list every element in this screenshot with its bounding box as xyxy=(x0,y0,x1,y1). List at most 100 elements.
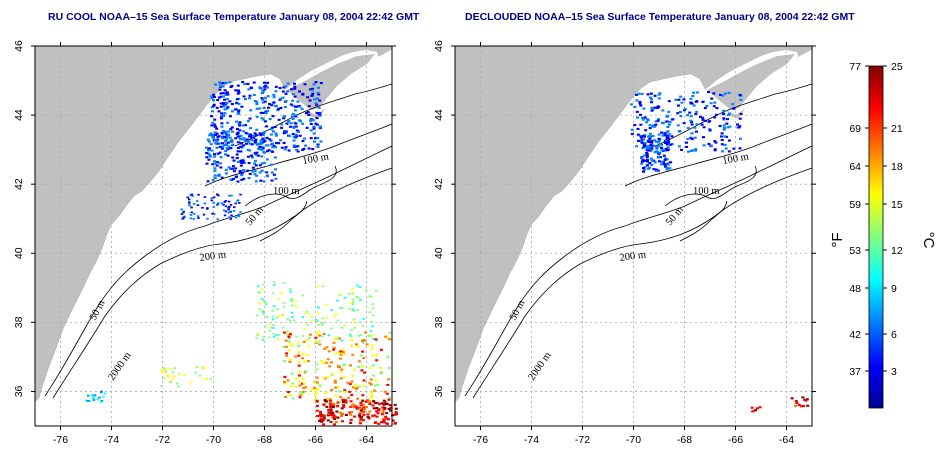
sst-pixel xyxy=(326,414,330,417)
sst-pixel xyxy=(674,98,678,101)
sst-pixel xyxy=(289,333,292,336)
sst-pixel xyxy=(292,144,296,147)
sst-pixel xyxy=(795,401,799,404)
sst-pixel xyxy=(272,324,275,327)
sst-pixel xyxy=(316,145,320,148)
sst-pixel xyxy=(250,139,254,142)
sst-pixel xyxy=(276,337,280,340)
sst-pixel xyxy=(230,194,233,197)
sst-pixel xyxy=(325,316,328,319)
sst-pixel xyxy=(370,396,374,399)
sst-pixel xyxy=(660,143,664,146)
sst-pixel xyxy=(362,379,366,382)
sst-pixel xyxy=(237,112,241,115)
sst-pixel xyxy=(668,133,672,136)
sst-pixel xyxy=(96,398,99,401)
sst-pixel xyxy=(210,124,214,127)
sst-pixel xyxy=(319,418,323,421)
sst-pixel xyxy=(256,142,260,145)
sst-pixel xyxy=(388,338,392,341)
sst-pixel xyxy=(646,139,650,142)
sst-pixel xyxy=(374,379,378,382)
sst-pixel xyxy=(216,161,220,164)
sst-pixel xyxy=(253,173,257,176)
sst-pixel xyxy=(252,93,256,96)
sst-pixel xyxy=(294,305,298,308)
sst-pixel xyxy=(334,352,338,355)
sst-pixel xyxy=(263,81,266,84)
sst-pixel xyxy=(315,400,319,403)
sst-pixel xyxy=(689,115,693,118)
lat-tick-label: 46 xyxy=(433,40,445,52)
sst-pixel xyxy=(306,354,310,357)
sst-pixel xyxy=(219,117,223,120)
sst-pixel xyxy=(257,302,261,305)
sst-pixel xyxy=(163,369,166,371)
sst-pixel xyxy=(676,112,680,115)
sst-pixel xyxy=(237,91,241,94)
sst-pixel xyxy=(318,112,322,115)
sst-pixel xyxy=(305,339,309,342)
sst-pixel xyxy=(642,170,645,173)
sst-pixel xyxy=(342,375,346,378)
nova-scotia xyxy=(707,54,795,110)
sst-pixel xyxy=(277,107,281,110)
sst-pixel xyxy=(705,104,709,107)
sst-pixel xyxy=(362,384,366,387)
sst-pixel xyxy=(216,218,219,221)
sst-pixel xyxy=(665,168,669,171)
sst-pixel xyxy=(287,340,291,343)
sst-pixel xyxy=(219,82,222,85)
sst-pixel xyxy=(213,213,216,215)
sst-pixel xyxy=(237,213,240,216)
sst-pixel xyxy=(261,338,265,341)
sst-pixel xyxy=(646,147,650,150)
sst-pixel xyxy=(226,93,230,96)
sst-pixel xyxy=(322,415,326,418)
sst-pixel xyxy=(317,93,321,96)
sst-pixel xyxy=(220,176,224,179)
sst-pixel xyxy=(205,152,209,155)
sst-pixel xyxy=(636,133,640,136)
sst-pixel xyxy=(382,417,386,420)
sst-pixel xyxy=(284,85,288,88)
sst-pixel xyxy=(234,167,238,170)
sst-pixel xyxy=(665,166,669,169)
sst-pixel xyxy=(341,401,345,404)
sst-pixel xyxy=(359,299,362,301)
sst-pixel xyxy=(207,149,211,152)
sst-pixel xyxy=(201,206,204,209)
sst-pixel xyxy=(686,150,690,153)
sst-pixel xyxy=(91,393,94,396)
sst-pixel xyxy=(371,354,375,357)
sst-pixel xyxy=(646,93,650,96)
sst-pixel xyxy=(232,159,236,162)
sst-pixel xyxy=(310,316,314,318)
sst-pixel xyxy=(283,148,287,151)
sst-pixel xyxy=(274,142,278,145)
sst-pixel xyxy=(160,385,163,387)
sst-pixel xyxy=(250,143,254,146)
lat-tick-label: 44 xyxy=(433,109,445,121)
sst-pixel xyxy=(283,359,287,362)
sst-pixel xyxy=(263,120,267,123)
sst-pixel xyxy=(306,96,310,99)
sst-pixel xyxy=(93,394,97,397)
sst-pixel xyxy=(365,289,368,291)
lon-tick-label: -76 xyxy=(53,434,68,446)
sst-pixel xyxy=(272,101,276,104)
sst-pixel xyxy=(666,146,670,149)
lat-tick-label: 40 xyxy=(13,247,25,259)
sst-pixel xyxy=(648,137,652,140)
sst-pixel xyxy=(362,357,366,360)
sst-pixel xyxy=(708,120,712,123)
sst-pixel xyxy=(308,99,312,102)
sst-pixel xyxy=(313,380,317,383)
sst-pixel xyxy=(374,421,378,424)
sst-pixel xyxy=(291,397,295,400)
sst-pixel xyxy=(694,149,698,152)
sst-pixel xyxy=(357,335,361,337)
contour-label: 100 m xyxy=(722,152,750,167)
sst-pixel xyxy=(168,375,171,378)
sst-pixel xyxy=(236,200,239,202)
